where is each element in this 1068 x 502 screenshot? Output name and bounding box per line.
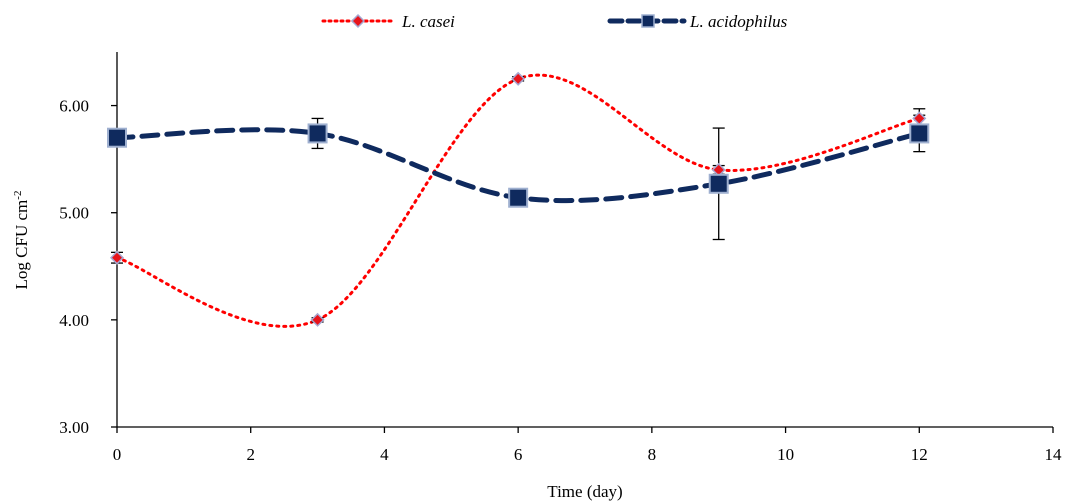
x-tick-label: 6 [514, 445, 523, 464]
data-point-l-acidophilus [708, 173, 729, 194]
legend-marker-diamond [350, 13, 366, 29]
data-point-l-casei [511, 71, 526, 86]
y-tick-label: 6.00 [59, 97, 89, 116]
data-point-l-acidophilus [307, 123, 328, 144]
data-point-l-acidophilus [909, 123, 930, 144]
data-point-l-casei [912, 111, 927, 126]
x-tick-label: 0 [113, 445, 122, 464]
markers [107, 71, 930, 327]
legend-label-l-acidophilus: L. acidophilus [689, 12, 788, 31]
data-point-l-casei [310, 312, 325, 327]
x-tick-label: 8 [648, 445, 657, 464]
y-tick-label: 3.00 [59, 418, 89, 437]
x-tick-label: 4 [380, 445, 389, 464]
y-tick-label: 5.00 [59, 204, 89, 223]
y-ticks: 3.00 4.00 5.00 6.00 [59, 97, 117, 437]
legend-label-l-casei: L. casei [401, 12, 455, 31]
legend: L. casei L. acidophilus [321, 12, 788, 31]
x-axis-title: Time (day) [547, 482, 622, 501]
x-tick-label: 12 [911, 445, 928, 464]
legend-item-l-casei: L. casei [321, 12, 455, 31]
y-axis-title-main: Log CFU cm [12, 200, 31, 290]
y-tick-label: 4.00 [59, 311, 89, 330]
data-point-l-acidophilus [107, 127, 127, 148]
x-tick-label: 14 [1045, 445, 1063, 464]
data-point-l-acidophilus [508, 187, 529, 208]
y-axis-title: Log CFU cm-2 [12, 191, 31, 290]
x-ticks: 0 2 4 6 8 10 12 14 [113, 427, 1062, 464]
x-tick-label: 2 [246, 445, 255, 464]
axes [116, 52, 1053, 428]
y-axis-title-superscript: -2 [12, 191, 24, 200]
data-point-l-casei [109, 250, 125, 265]
x-tick-label: 10 [777, 445, 794, 464]
legend-item-l-acidophilus: L. acidophilus [607, 12, 788, 31]
legend-marker-square [641, 14, 655, 28]
